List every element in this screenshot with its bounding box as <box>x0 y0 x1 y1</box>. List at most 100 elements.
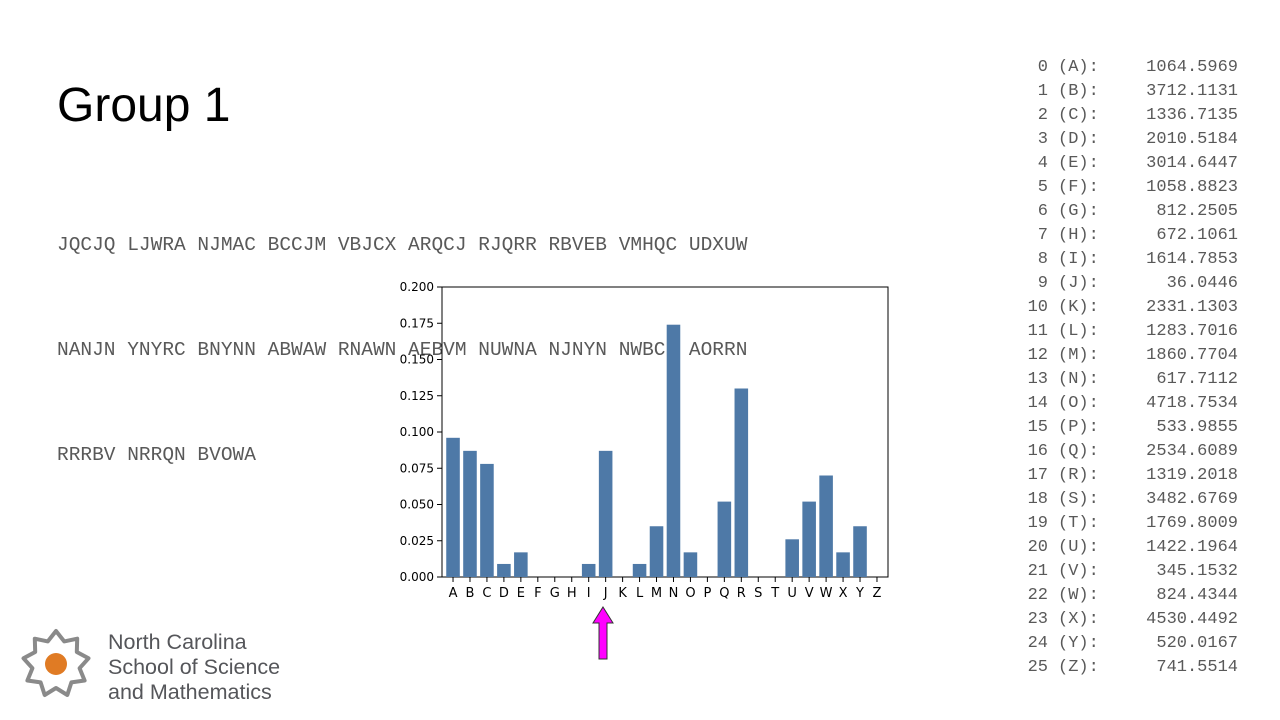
ciphertext-line: RRRBV NRRQN BVOWA <box>57 444 256 466</box>
row-value: 36.0446 <box>1166 274 1238 293</box>
bar-d <box>497 563 511 577</box>
row-index: 10 <box>1027 298 1048 317</box>
row-index: 22 <box>1027 586 1048 605</box>
row-letter: (R): <box>1058 466 1099 485</box>
row-letter: (Z): <box>1058 658 1099 677</box>
row-letter: (E): <box>1058 154 1099 173</box>
frequency-row: 9 (J): 36.0446 <box>1016 272 1238 296</box>
frequency-row: 12 (M): 1860.7704 <box>1016 344 1238 368</box>
frequency-row: 4 (E): 3014.6447 <box>1016 152 1238 176</box>
row-index: 7 <box>1037 226 1048 245</box>
row-letter: (X): <box>1058 610 1099 629</box>
x-tick-label: G <box>550 586 560 601</box>
row-index: 3 <box>1037 130 1048 149</box>
row-letter: (G): <box>1058 202 1099 221</box>
school-name-line: School of Science <box>108 655 281 679</box>
row-value: 1283.7016 <box>1146 322 1238 341</box>
row-letter: (C): <box>1058 106 1099 125</box>
frequency-row: 25 (Z): 741.5514 <box>1016 656 1238 680</box>
x-tick-label: F <box>534 586 541 601</box>
frequency-row: 14 (O): 4718.7534 <box>1016 392 1238 416</box>
row-letter: (V): <box>1058 562 1099 581</box>
frequency-row: 2 (C): 1336.7135 <box>1016 104 1238 128</box>
x-tick-label: P <box>703 586 711 601</box>
row-letter: (Y): <box>1058 634 1099 653</box>
row-value: 1860.7704 <box>1146 346 1238 365</box>
x-tick-label: T <box>770 586 779 601</box>
row-value: 2010.5184 <box>1146 130 1238 149</box>
row-index: 6 <box>1037 202 1048 221</box>
row-value: 345.1532 <box>1156 562 1238 581</box>
row-letter: (T): <box>1058 514 1099 533</box>
bar-i <box>581 563 596 577</box>
row-value: 1058.8823 <box>1146 178 1238 197</box>
bar-m <box>649 526 664 577</box>
bar-j <box>598 450 613 577</box>
row-value: 1614.7853 <box>1146 250 1238 269</box>
y-tick-label: 0.025 <box>400 534 434 548</box>
row-index: 19 <box>1027 514 1048 533</box>
row-value: 617.7112 <box>1156 370 1238 389</box>
frequency-row: 21 (V): 345.1532 <box>1016 560 1238 584</box>
row-value: 1422.1964 <box>1146 538 1238 557</box>
row-index: 17 <box>1027 466 1048 485</box>
row-value: 2534.6089 <box>1146 442 1238 461</box>
frequency-row: 1 (B): 3712.1131 <box>1016 80 1238 104</box>
x-tick-label: N <box>669 586 679 601</box>
x-tick-label: R <box>737 586 746 601</box>
y-tick-label: 0.000 <box>400 570 434 584</box>
row-value: 2331.1303 <box>1146 298 1238 317</box>
row-index: 16 <box>1027 442 1048 461</box>
frequency-row: 22 (W): 824.4344 <box>1016 584 1238 608</box>
row-index: 21 <box>1027 562 1048 581</box>
frequency-row: 18 (S): 3482.6769 <box>1016 488 1238 512</box>
row-index: 0 <box>1037 58 1048 77</box>
bar-v <box>802 501 816 577</box>
frequency-row: 16 (Q): 2534.6089 <box>1016 440 1238 464</box>
x-tick-label: Y <box>855 586 864 601</box>
row-index: 24 <box>1027 634 1048 653</box>
x-tick-label: M <box>651 586 662 601</box>
row-letter: (S): <box>1058 490 1099 509</box>
ciphertext-line: JQCJQ LJWRA NJMAC BCCJM VBJCX ARQCJ RJQR… <box>57 234 748 256</box>
row-index: 18 <box>1027 490 1048 509</box>
row-letter: (H): <box>1058 226 1099 245</box>
row-letter: (O): <box>1058 394 1099 413</box>
row-index: 12 <box>1027 346 1048 365</box>
highlight-arrow-icon <box>592 606 614 660</box>
x-tick-label: Z <box>873 586 882 601</box>
row-letter: (I): <box>1058 250 1099 269</box>
frequency-row: 17 (R): 1319.2018 <box>1016 464 1238 488</box>
row-index: 13 <box>1027 370 1048 389</box>
row-letter: (A): <box>1058 58 1099 77</box>
row-value: 4718.7534 <box>1146 394 1238 413</box>
x-tick-label: A <box>449 586 458 601</box>
row-index: 8 <box>1037 250 1048 269</box>
bar-n <box>666 324 681 577</box>
row-index: 11 <box>1027 322 1048 341</box>
frequency-row: 8 (I): 1614.7853 <box>1016 248 1238 272</box>
y-tick-label: 0.050 <box>400 498 434 512</box>
bar-y <box>853 526 867 577</box>
x-tick-label: Q <box>719 586 729 601</box>
x-tick-label: O <box>685 586 695 601</box>
row-index: 15 <box>1027 418 1048 437</box>
row-index: 14 <box>1027 394 1048 413</box>
row-letter: (Q): <box>1058 442 1099 461</box>
row-value: 1064.5969 <box>1146 58 1238 77</box>
x-tick-label: E <box>517 586 525 601</box>
row-value: 812.2505 <box>1156 202 1238 221</box>
row-value: 3014.6447 <box>1146 154 1238 173</box>
row-index: 20 <box>1027 538 1048 557</box>
row-index: 5 <box>1037 178 1048 197</box>
row-value: 1769.8009 <box>1146 514 1238 533</box>
row-value: 3482.6769 <box>1146 490 1238 509</box>
frequency-row: 13 (N): 617.7112 <box>1016 368 1238 392</box>
school-name-line: and Mathematics <box>108 680 272 704</box>
y-tick-label: 0.100 <box>400 425 434 439</box>
x-tick-label: U <box>787 586 797 601</box>
frequency-row: 20 (U): 1422.1964 <box>1016 536 1238 560</box>
bar-w <box>819 475 833 577</box>
row-value: 824.4344 <box>1156 586 1238 605</box>
frequency-row: 0 (A): 1064.5969 <box>1016 56 1238 80</box>
